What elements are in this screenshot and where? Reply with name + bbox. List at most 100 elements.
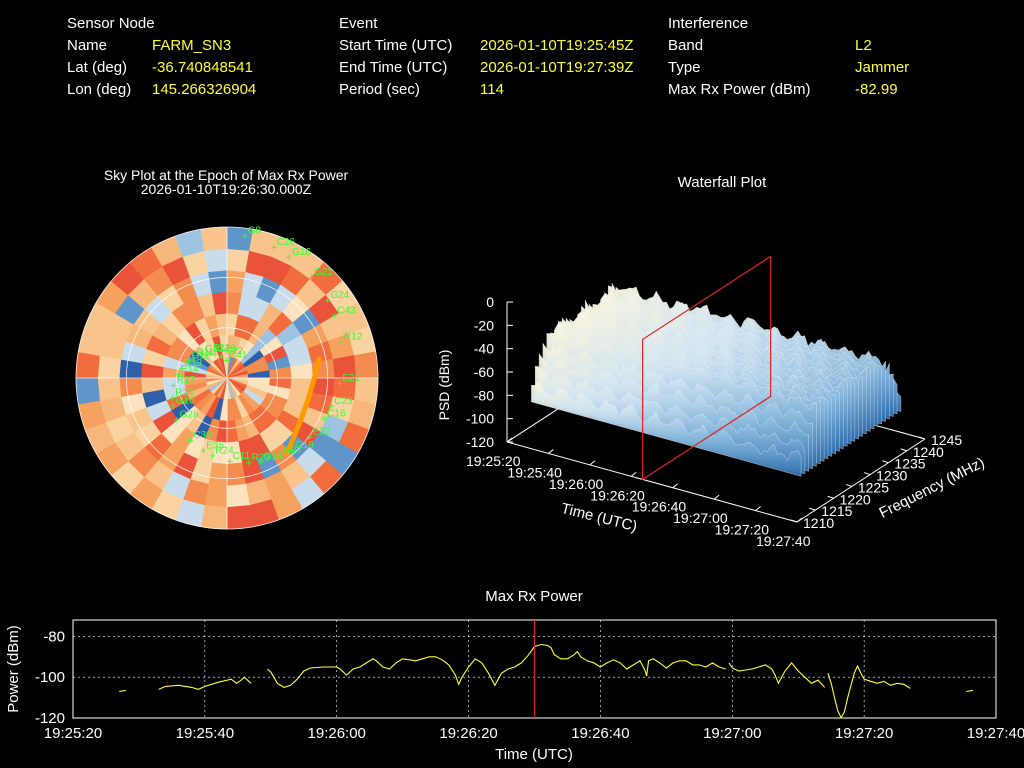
interference-band-value: L2 xyxy=(855,37,872,54)
sky-cell xyxy=(205,396,220,419)
interference-type-value: Jammer xyxy=(855,59,910,76)
waterfall-y-tick-mark xyxy=(809,507,816,511)
satellite-marker: + G27 xyxy=(277,446,302,463)
event-end-value: 2026-01-10T19:27:39Z xyxy=(480,59,634,76)
sky-cell xyxy=(140,377,164,394)
satellite-plus: + xyxy=(171,380,177,392)
sky-cell xyxy=(207,269,228,294)
sky-cell xyxy=(320,312,350,342)
sky-cell xyxy=(230,335,243,359)
sky-cell xyxy=(226,377,232,400)
satellite-plus: + xyxy=(306,431,312,443)
sky-cell xyxy=(226,370,249,379)
sky-cell xyxy=(204,313,220,338)
sky-cell xyxy=(240,391,261,412)
sky-cell xyxy=(219,334,228,358)
waterfall-y-tick-mark xyxy=(900,448,907,452)
elevation-ring xyxy=(75,226,379,530)
waterfall-y-tick: 1225 xyxy=(858,479,889,495)
satellite-plus: + xyxy=(258,456,264,468)
waterfall-slice xyxy=(550,325,821,465)
waterfall-z-tick: -120 xyxy=(466,434,494,450)
sky-cell xyxy=(133,308,162,336)
satellite-marker: + E22 xyxy=(306,426,330,443)
sky-cell xyxy=(127,446,159,478)
sky-cell xyxy=(226,373,249,379)
sky-cell xyxy=(332,355,357,379)
sky-cell xyxy=(189,388,211,407)
sky-cell xyxy=(258,302,283,329)
waterfall-x-tick: 19:27:00 xyxy=(673,510,728,526)
sky-cell xyxy=(282,433,311,462)
sky-cell xyxy=(226,398,235,422)
sky-cell xyxy=(307,392,334,416)
waterfall-slice xyxy=(608,285,879,427)
sky-cell xyxy=(204,248,228,273)
sky-cell xyxy=(259,399,284,421)
satellite-label: G31 xyxy=(205,344,224,355)
power-chart-frame xyxy=(72,619,997,719)
sky-cell xyxy=(226,377,248,390)
sky-cell xyxy=(226,377,249,383)
sky-cell xyxy=(182,250,209,278)
sky-cell xyxy=(268,311,294,337)
waterfall-x-tick-mark xyxy=(506,437,513,443)
waterfall-x-tick: 19:26:40 xyxy=(632,499,687,515)
sensor-name-label: Name xyxy=(67,37,108,54)
sky-cell xyxy=(186,356,209,371)
sky-cell xyxy=(125,407,153,433)
sky-cell xyxy=(254,405,277,428)
sky-cell xyxy=(206,366,228,379)
sky-cell xyxy=(234,337,249,360)
sky-cell xyxy=(348,325,377,356)
sky-cell xyxy=(140,362,164,379)
sky-cell xyxy=(301,323,329,349)
waterfall-x-tick: 19:27:40 xyxy=(756,533,811,549)
waterfall-slice xyxy=(558,320,829,460)
sky-cell xyxy=(249,228,280,257)
sky-cell xyxy=(245,250,272,278)
sky-cell xyxy=(161,255,191,285)
waterfall-slice xyxy=(631,316,902,412)
sky-cell xyxy=(212,358,228,379)
power-y-tick: -100 xyxy=(35,669,65,686)
sky-cell xyxy=(143,460,174,491)
sky-cell xyxy=(246,362,270,375)
waterfall-axis-line xyxy=(506,441,798,523)
waterfall-title: Waterfall Plot xyxy=(678,174,767,191)
satellite-plus: + xyxy=(324,295,330,307)
sky-cell xyxy=(120,340,147,364)
waterfall-slice xyxy=(546,329,817,467)
sky-cell xyxy=(287,348,313,368)
sky-cell xyxy=(174,228,205,257)
event-end-label: End Time (UTC) xyxy=(339,59,448,76)
waterfall-slice xyxy=(604,290,875,430)
waterfall-axis-line xyxy=(506,358,636,443)
satellite-marker: + G31 xyxy=(199,344,224,361)
event-start-label: Start Time (UTC) xyxy=(339,37,453,54)
sky-cell xyxy=(269,443,297,472)
sky-cell xyxy=(143,433,172,462)
waterfall-x-tick: 19:26:20 xyxy=(590,487,645,503)
interference-type-label: Type xyxy=(668,59,701,76)
satellite-label: G12 xyxy=(192,351,211,362)
sky-cell xyxy=(354,351,379,379)
sky-cell xyxy=(133,420,162,448)
sensor-name-value: FARM_SN3 xyxy=(152,37,232,54)
waterfall-x-tick: 19:27:20 xyxy=(715,522,770,538)
sky-cell xyxy=(184,410,206,435)
sky-cell xyxy=(309,431,340,462)
sky-cell xyxy=(157,284,185,313)
satellite-label: C30 xyxy=(193,430,212,441)
sky-cell xyxy=(245,478,272,506)
satellite-plus: + xyxy=(169,393,175,405)
waterfall-epoch-marker xyxy=(642,255,772,481)
sky-cell xyxy=(263,392,289,411)
sky-cell xyxy=(269,377,293,390)
satellite-marker: + E21 xyxy=(336,373,360,390)
sky-cell xyxy=(84,421,116,454)
waterfall-x-tick-mark xyxy=(796,517,803,523)
waterfall-x-label: Time (UTC) xyxy=(559,500,639,535)
waterfall-x-tick-mark xyxy=(672,483,679,489)
